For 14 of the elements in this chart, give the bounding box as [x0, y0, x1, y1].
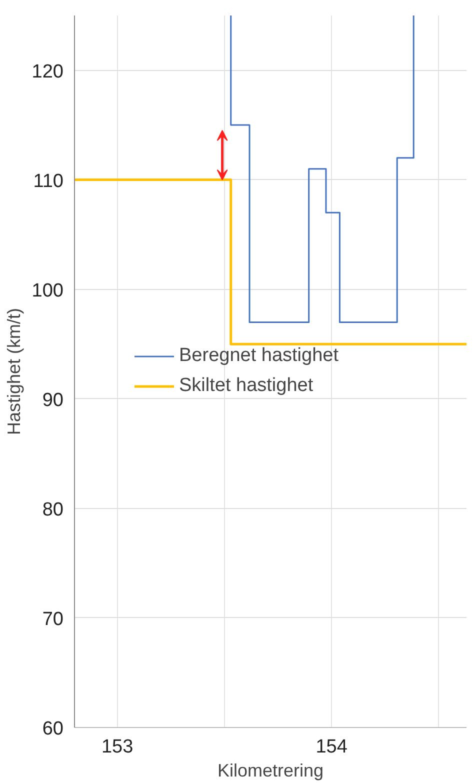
- y-tick-label: 70: [42, 608, 64, 630]
- y-tick-label: 120: [32, 61, 64, 82]
- x-tick-label: 153: [101, 736, 134, 758]
- legend-label: Skiltet hastighet: [179, 375, 314, 397]
- y-tick-label: 100: [32, 280, 64, 302]
- x-tick-label: 154: [316, 736, 348, 758]
- y-tick-label: 80: [42, 499, 64, 520]
- y-axis-title: Hastighet (km/t): [4, 308, 24, 436]
- y-tick-label: 60: [42, 718, 64, 740]
- x-axis-title: Kilometrering: [217, 760, 324, 780]
- legend-label: Beregnet hastighet: [179, 345, 339, 367]
- line-series: [230, 16, 414, 323]
- y-tick-label: 90: [42, 390, 64, 411]
- y-tick-label: 110: [33, 170, 64, 192]
